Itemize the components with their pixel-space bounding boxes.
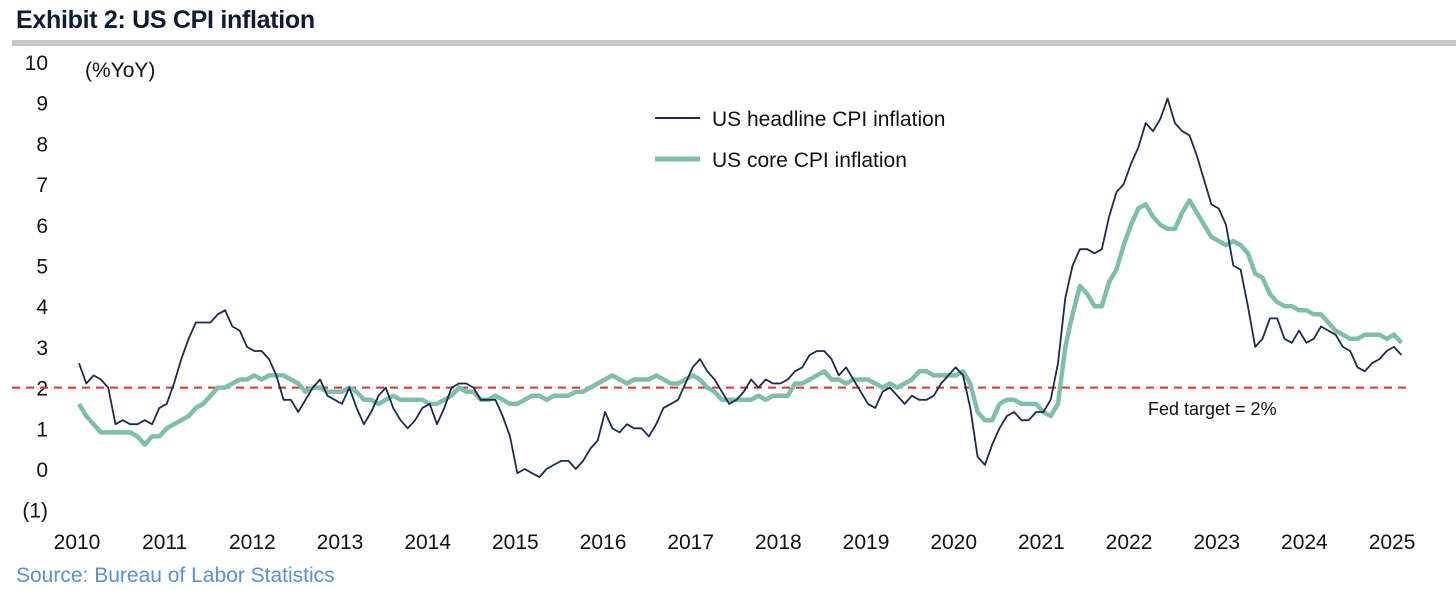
y-tick-label: 5	[36, 256, 48, 279]
x-tick-label: 2014	[404, 531, 451, 554]
y-tick-label: 2	[36, 378, 48, 401]
x-tick-label: 2012	[229, 531, 276, 554]
x-tick-label: 2022	[1106, 531, 1153, 554]
x-tick-label: 2023	[1193, 531, 1240, 554]
x-tick-label: 2013	[317, 531, 364, 554]
x-tick-label: 2019	[843, 531, 890, 554]
legend-label-core: US core CPI inflation	[712, 149, 907, 172]
y-tick-label: 8	[36, 133, 48, 156]
y-tick-label: 3	[36, 337, 48, 360]
y-axis-unit-label: (%YoY)	[85, 59, 155, 82]
y-tick-label: 6	[36, 215, 48, 238]
x-tick-label: 2020	[930, 531, 977, 554]
legend-label-headline: US headline CPI inflation	[712, 108, 945, 131]
x-tick-label: 2017	[667, 531, 714, 554]
chart-title: Exhibit 2: US CPI inflation	[16, 6, 315, 34]
x-tick-label: 2016	[580, 531, 627, 554]
series-group	[77, 97, 1404, 478]
x-tick-label: 2021	[1018, 531, 1065, 554]
y-tick-label: 7	[36, 174, 48, 197]
x-axis: 2010 2011 2012 2013 2014 2015 2016 2017 2018 2019…	[54, 531, 1416, 554]
series-line-core-cpi	[77, 198, 1404, 447]
y-tick-label: 1	[36, 418, 48, 441]
legend: US headline CPI inflation US core CPI in…	[655, 108, 945, 172]
fed-target-label: Fed target = 2%	[1148, 399, 1277, 419]
y-axis: (1) 0 1 2 3 4 5 6 7 8 9 10	[22, 52, 48, 523]
y-tick-label: (1)	[22, 500, 48, 523]
title-divider	[12, 40, 1456, 46]
x-tick-label: 2010	[54, 531, 101, 554]
y-tick-label: 10	[25, 52, 48, 75]
y-tick-label: 4	[36, 296, 48, 319]
series-line-headline-cpi	[78, 97, 1403, 478]
y-tick-label: 9	[36, 93, 48, 116]
x-tick-label: 2018	[755, 531, 802, 554]
x-tick-label: 2025	[1369, 531, 1416, 554]
x-tick-label: 2015	[492, 531, 539, 554]
x-tick-label: 2011	[142, 531, 187, 554]
x-tick-label: 2024	[1281, 531, 1328, 554]
source-note: Source: Bureau of Labor Statistics	[16, 564, 335, 587]
y-tick-label: 0	[36, 459, 48, 482]
